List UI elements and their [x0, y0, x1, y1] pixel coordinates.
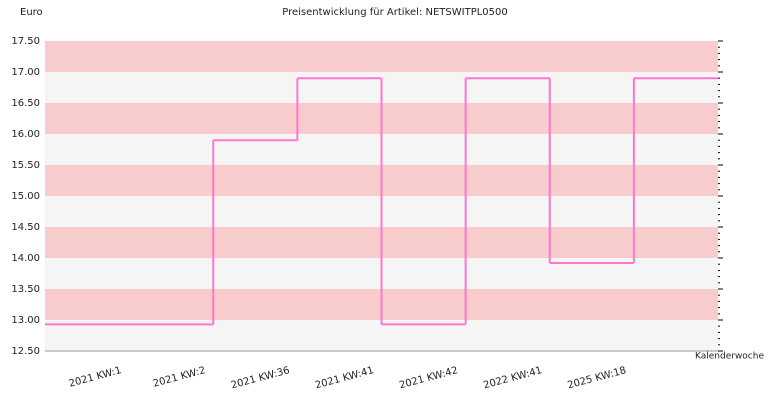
- y-tick-label: 15.50: [11, 160, 40, 171]
- x-tick-label: 2021 KW:42: [398, 365, 459, 391]
- x-tick-label: 2021 KW:2: [152, 365, 207, 390]
- x-tick-label: 2021 KW:1: [68, 365, 123, 390]
- x-axis-label: Kalenderwoche: [695, 352, 764, 362]
- y-tick-label: 12.50: [11, 346, 40, 357]
- y-tick-label: 13.50: [11, 284, 40, 295]
- y-axis-label: Euro: [20, 7, 43, 18]
- y-tick-label: 16.00: [11, 129, 40, 140]
- y-tick-label: 17.00: [11, 67, 40, 78]
- y-tick-label: 17.50: [11, 36, 40, 47]
- x-tick-label: 2021 KW:41: [314, 365, 375, 391]
- chart-title: Preisentwicklung für Artikel: NETSWITPL0…: [282, 7, 508, 18]
- y-tick-label: 14.50: [11, 222, 40, 233]
- y-tick-label: 13.00: [11, 315, 40, 326]
- y-tick-label: 15.00: [11, 191, 40, 202]
- x-tick-label: 2022 KW:41: [482, 365, 543, 391]
- y-tick-label: 14.00: [11, 253, 40, 264]
- grid-band: [45, 41, 718, 72]
- x-tick-label: 2025 KW:18: [566, 365, 627, 391]
- y-tick-label: 16.50: [11, 98, 40, 109]
- x-tick-label: 2021 KW:36: [230, 365, 291, 391]
